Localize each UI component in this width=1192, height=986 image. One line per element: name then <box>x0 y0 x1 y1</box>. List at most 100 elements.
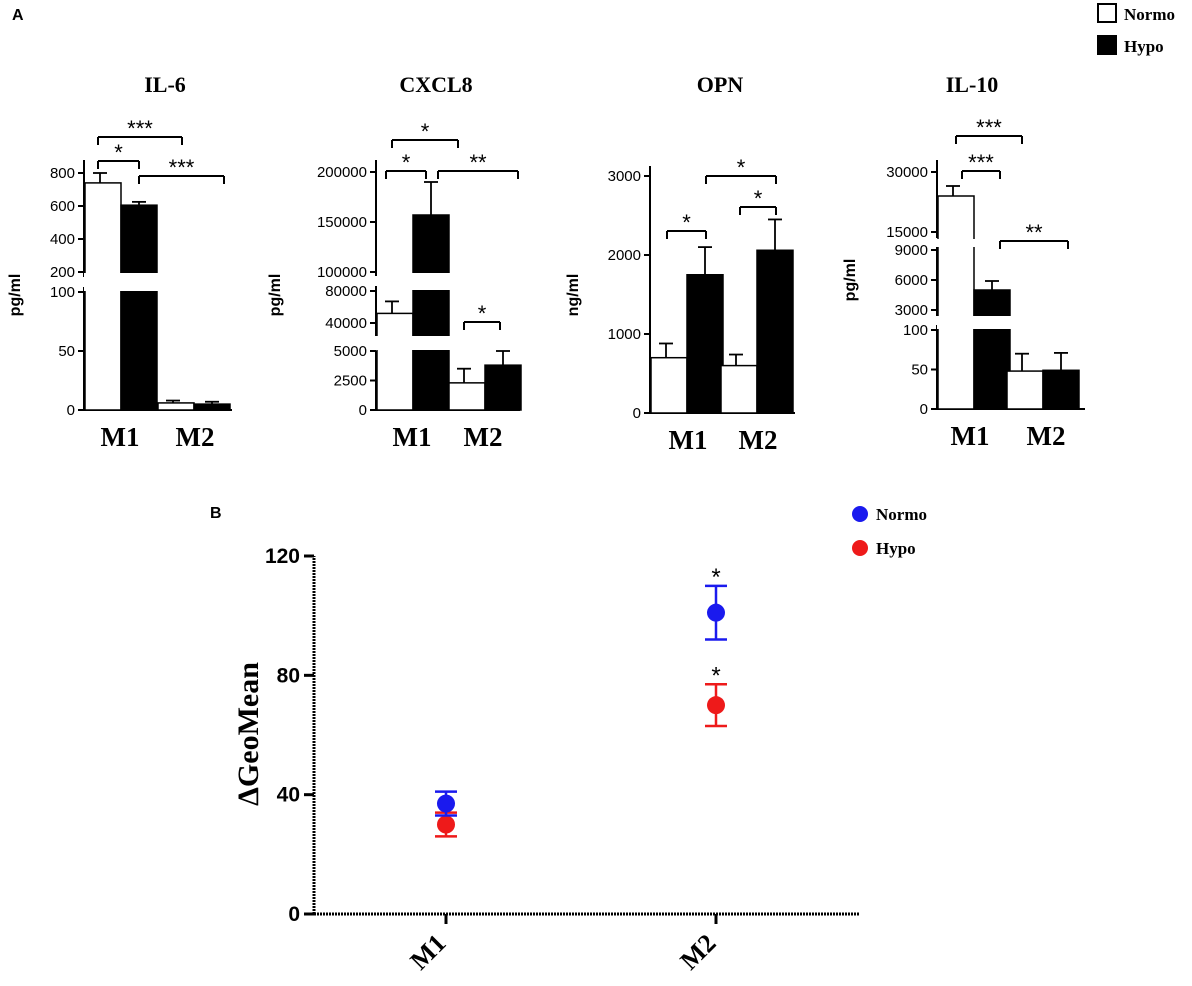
opn-category-label: M1 <box>669 425 708 455</box>
il6-axis-break-gap <box>120 273 158 291</box>
opn-bar-m1-hypo <box>686 274 724 414</box>
cxcl8-ytick-label: 200000 <box>317 164 367 181</box>
cxcl8-axis-break-gap <box>412 273 450 290</box>
legend-b-normo-marker <box>852 506 868 522</box>
il6-bar-m1-normo <box>84 182 122 411</box>
geomean-point-m1-normo <box>437 794 455 813</box>
opn-bar-m2-hypo <box>756 249 794 414</box>
cxcl8-ytick-label: 150000 <box>317 214 367 231</box>
cxcl8-axis-break-gap <box>376 336 414 350</box>
geomean-point-m2-hypo <box>707 696 725 715</box>
geomean-chart: ΔGeoMean 0 40 80 120 M1 M2 * * <box>232 545 860 976</box>
opn-ytick-label: 1000 <box>608 326 641 343</box>
opn-bar-m2-normo <box>720 364 758 414</box>
cxcl8-ylabel: pg/ml <box>267 274 284 317</box>
il6-ytick-label: 100 <box>50 284 75 301</box>
il10-axis-break-gap <box>973 316 1011 329</box>
panel-b-label: B <box>210 505 222 522</box>
il10-ytick-label: 0 <box>920 401 928 418</box>
cxcl8-title: CXCL8 <box>399 72 472 97</box>
geomean-ylabel: ΔGeoMean <box>232 662 265 806</box>
cxcl8-sig-label: * <box>478 301 487 326</box>
geomean-category-label: M2 <box>674 928 721 975</box>
il6-bar-m2-normo <box>157 402 195 411</box>
il10-bar-m1-normo <box>937 195 975 410</box>
cxcl8-ytick-label: 0 <box>359 402 367 419</box>
cxcl8-ytick-label: 80000 <box>325 283 367 300</box>
geomean-ytick-label: 40 <box>277 784 300 807</box>
il10-ytick-label: 100 <box>903 322 928 339</box>
opn-category-label: M2 <box>739 425 778 455</box>
cxcl8-bar-m1-normo <box>376 312 414 411</box>
legend-b-normo-label: Normo <box>876 505 927 524</box>
legend-a-normo-label: Normo <box>1124 5 1175 24</box>
cxcl8-ytick-label: 40000 <box>325 315 367 332</box>
il10-ytick-label: 6000 <box>895 272 928 289</box>
il10-ytick-label: 50 <box>911 362 928 379</box>
opn-sig-label: * <box>737 155 746 180</box>
il10-ytick-label: 3000 <box>895 302 928 319</box>
legend-a: Normo Hypo <box>1097 3 1175 56</box>
cxcl8-sig-label: * <box>421 119 430 144</box>
il6-category-label: M2 <box>176 422 215 452</box>
cxcl8-axis-break-gap <box>412 336 450 350</box>
il6-ytick-label: 800 <box>50 165 75 182</box>
opn-title: OPN <box>697 72 744 97</box>
cxcl8-bar-m1-hypo <box>412 214 450 411</box>
il6-title: IL-6 <box>144 72 186 97</box>
il6-ytick-label: 400 <box>50 231 75 248</box>
il10-bar-m2-hypo <box>1042 369 1080 410</box>
legend-a-hypo-swatch <box>1097 35 1117 55</box>
il6-bar-m2-hypo <box>193 403 231 411</box>
il6-sig-label: * <box>114 140 123 165</box>
il10-bar-m2-normo <box>1006 370 1044 410</box>
opn-bar-m1-normo <box>650 356 688 414</box>
il6-category-label: M1 <box>101 422 140 452</box>
il6-ytick-label: 200 <box>50 264 75 281</box>
cxcl8-sig-label: ** <box>469 150 487 175</box>
legend-b: Normo Hypo <box>852 505 927 558</box>
il10-ytick-label: 30000 <box>886 164 928 181</box>
legend-b-hypo-label: Hypo <box>876 539 916 558</box>
il6-ytick-label: 600 <box>50 198 75 215</box>
il10-category-label: M1 <box>951 421 990 451</box>
opn-chart: OPN ng/ml 0 1000 2000 3000 M1 M2 * * * <box>565 72 795 455</box>
cxcl8-category-label: M2 <box>464 422 503 452</box>
cxcl8-category-label: M1 <box>393 422 432 452</box>
opn-ytick-label: 2000 <box>608 247 641 264</box>
cxcl8-ytick-label: 5000 <box>334 343 367 360</box>
geomean-point-m2-normo <box>707 603 725 622</box>
il6-ytick-label: 50 <box>58 343 75 360</box>
geomean-ytick-label: 120 <box>265 545 300 568</box>
geomean-ytick-label: 0 <box>288 903 300 926</box>
il10-axis-break-gap <box>937 316 975 329</box>
opn-ytick-label: 0 <box>633 405 641 422</box>
geomean-sig-label: * <box>711 662 720 689</box>
panel-a-label: A <box>12 7 24 24</box>
il10-ytick-label: 9000 <box>895 242 928 259</box>
il10-sig-label: *** <box>968 150 994 175</box>
il10-axis-break-gap <box>937 239 975 247</box>
cxcl8-ytick-label: 100000 <box>317 264 367 281</box>
il10-category-label: M2 <box>1027 421 1066 451</box>
il6-ylabel: pg/ml <box>7 274 24 317</box>
geomean-category-label: M1 <box>404 928 451 975</box>
cxcl8-chart: CXCL8 pg/ml 0 2500 5000 40000 80000 100000 15000… <box>267 72 522 452</box>
cxcl8-ytick-label: 2500 <box>334 373 367 390</box>
il6-bar-m1-hypo <box>120 204 158 411</box>
il6-axis-break-gap <box>84 273 122 291</box>
il6-sig-label: *** <box>169 155 195 180</box>
il6-ytick-label: 0 <box>67 402 75 419</box>
il10-ylabel: pg/ml <box>842 259 859 302</box>
cxcl8-bar-m2-normo <box>448 382 486 411</box>
opn-sig-label: * <box>682 210 691 235</box>
cxcl8-sig-label: * <box>402 150 411 175</box>
opn-sig-label: * <box>754 186 763 211</box>
geomean-ytick-label: 80 <box>277 664 300 687</box>
opn-ylabel: ng/ml <box>565 274 582 317</box>
il10-ytick-label: 15000 <box>886 224 928 241</box>
geomean-point-m1-hypo <box>437 815 455 834</box>
